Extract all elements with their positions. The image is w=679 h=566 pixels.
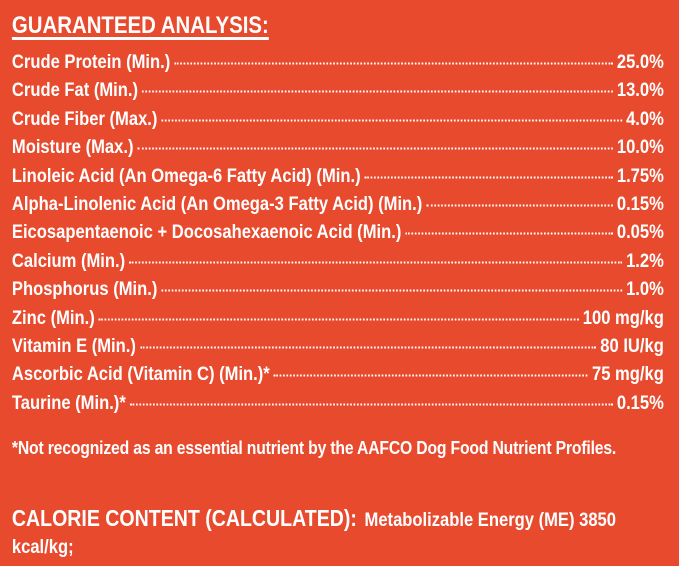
nutrient-name: Eicosapentaenoic + Docosahexaenoic Acid … bbox=[11, 221, 402, 244]
nutrient-value: 1.0% bbox=[626, 278, 664, 301]
nutrient-name: Moisture (Max.) bbox=[11, 136, 134, 159]
dot-leader bbox=[274, 374, 588, 377]
nutrient-name: Taurine (Min.)* bbox=[11, 391, 126, 414]
analysis-row: Ascorbic Acid (Vitamin C) (Min.)* 75 mg/… bbox=[12, 363, 664, 391]
analysis-row: Phosphorus (Min.) 1.0% bbox=[12, 278, 664, 306]
nutrient-value: 75 mg/kg bbox=[591, 363, 664, 386]
nutrient-value: 0.05% bbox=[616, 221, 664, 244]
dot-leader bbox=[161, 289, 622, 292]
nutrient-value: 4.0% bbox=[626, 107, 664, 130]
aafco-footnote: *Not recognized as an essential nutrient… bbox=[11, 437, 617, 459]
dot-leader bbox=[405, 232, 613, 235]
nutrient-value: 13.0% bbox=[616, 79, 664, 102]
calorie-line2: 365 kcal/cup bbox=[12, 563, 111, 566]
dot-leader bbox=[140, 346, 597, 349]
nutrient-name: Crude Fat (Min.) bbox=[11, 79, 139, 102]
nutrient-value: 10.0% bbox=[616, 136, 664, 159]
nutrient-value: 25.0% bbox=[616, 51, 664, 73]
analysis-row: Vitamin E (Min.) 80 IU/kg bbox=[12, 335, 664, 363]
dot-leader bbox=[426, 204, 613, 207]
analysis-row: Taurine (Min.)* 0.15% bbox=[12, 392, 664, 420]
nutrient-name: Zinc (Min.) bbox=[11, 306, 95, 329]
nutrient-name: Crude Protein (Min.) bbox=[11, 51, 171, 73]
analysis-row: Zinc (Min.) 100 mg/kg bbox=[12, 307, 664, 335]
analysis-row: Linoleic Acid (An Omega-6 Fatty Acid) (M… bbox=[12, 165, 664, 193]
nutrient-name: Phosphorus (Min.) bbox=[11, 278, 158, 301]
nutrient-value: 0.15% bbox=[616, 192, 664, 215]
analysis-row: Moisture (Max.) 10.0% bbox=[12, 136, 664, 164]
calorie-line1: Metabolizable Energy (ME) 3850 kcal/kg; bbox=[11, 509, 616, 559]
calorie-content: CALORIE CONTENT (CALCULATED): Metabolizab… bbox=[12, 505, 664, 566]
dot-leader bbox=[161, 119, 622, 122]
nutrient-name: Linoleic Acid (An Omega-6 Fatty Acid) (M… bbox=[11, 164, 361, 187]
nutrient-name: Calcium (Min.) bbox=[11, 249, 126, 272]
dot-leader bbox=[99, 318, 579, 321]
nutrient-value: 80 IU/kg bbox=[600, 334, 664, 357]
analysis-row: Crude Fat (Min.) 13.0% bbox=[12, 79, 664, 107]
nutrient-value: 100 mg/kg bbox=[582, 306, 664, 329]
nutrient-name: Ascorbic Acid (Vitamin C) (Min.)* bbox=[11, 363, 270, 386]
dot-leader bbox=[142, 90, 613, 93]
calorie-content-heading: CALORIE CONTENT (CALCULATED): bbox=[11, 505, 357, 532]
analysis-row: Crude Protein (Min.) 25.0% bbox=[12, 51, 664, 79]
dot-leader bbox=[174, 62, 613, 65]
analysis-row: Calcium (Min.) 1.2% bbox=[12, 250, 664, 278]
analysis-row: Crude Fiber (Max.) 4.0% bbox=[12, 108, 664, 136]
guaranteed-analysis-title: GUARANTEED ANALYSIS: bbox=[11, 12, 269, 39]
analysis-row: Eicosapentaenoic + Docosahexaenoic Acid … bbox=[12, 221, 664, 249]
nutrient-name: Vitamin E (Min.) bbox=[11, 334, 136, 357]
analysis-row: Alpha-Linolenic Acid (An Omega-3 Fatty A… bbox=[12, 193, 664, 221]
dot-leader bbox=[129, 261, 622, 264]
nutrient-name: Alpha-Linolenic Acid (An Omega-3 Fatty A… bbox=[11, 192, 423, 215]
nutrient-value: 1.2% bbox=[626, 249, 664, 272]
nutrient-value: 1.75% bbox=[616, 164, 664, 187]
nutrient-name: Crude Fiber (Max.) bbox=[11, 107, 158, 130]
dot-leader bbox=[130, 403, 613, 406]
nutrient-value: 0.15% bbox=[616, 391, 664, 414]
dot-leader bbox=[137, 147, 613, 150]
analysis-rows: Crude Protein (Min.) 25.0% Crude Fat (Mi… bbox=[12, 51, 664, 420]
dot-leader bbox=[364, 176, 613, 179]
